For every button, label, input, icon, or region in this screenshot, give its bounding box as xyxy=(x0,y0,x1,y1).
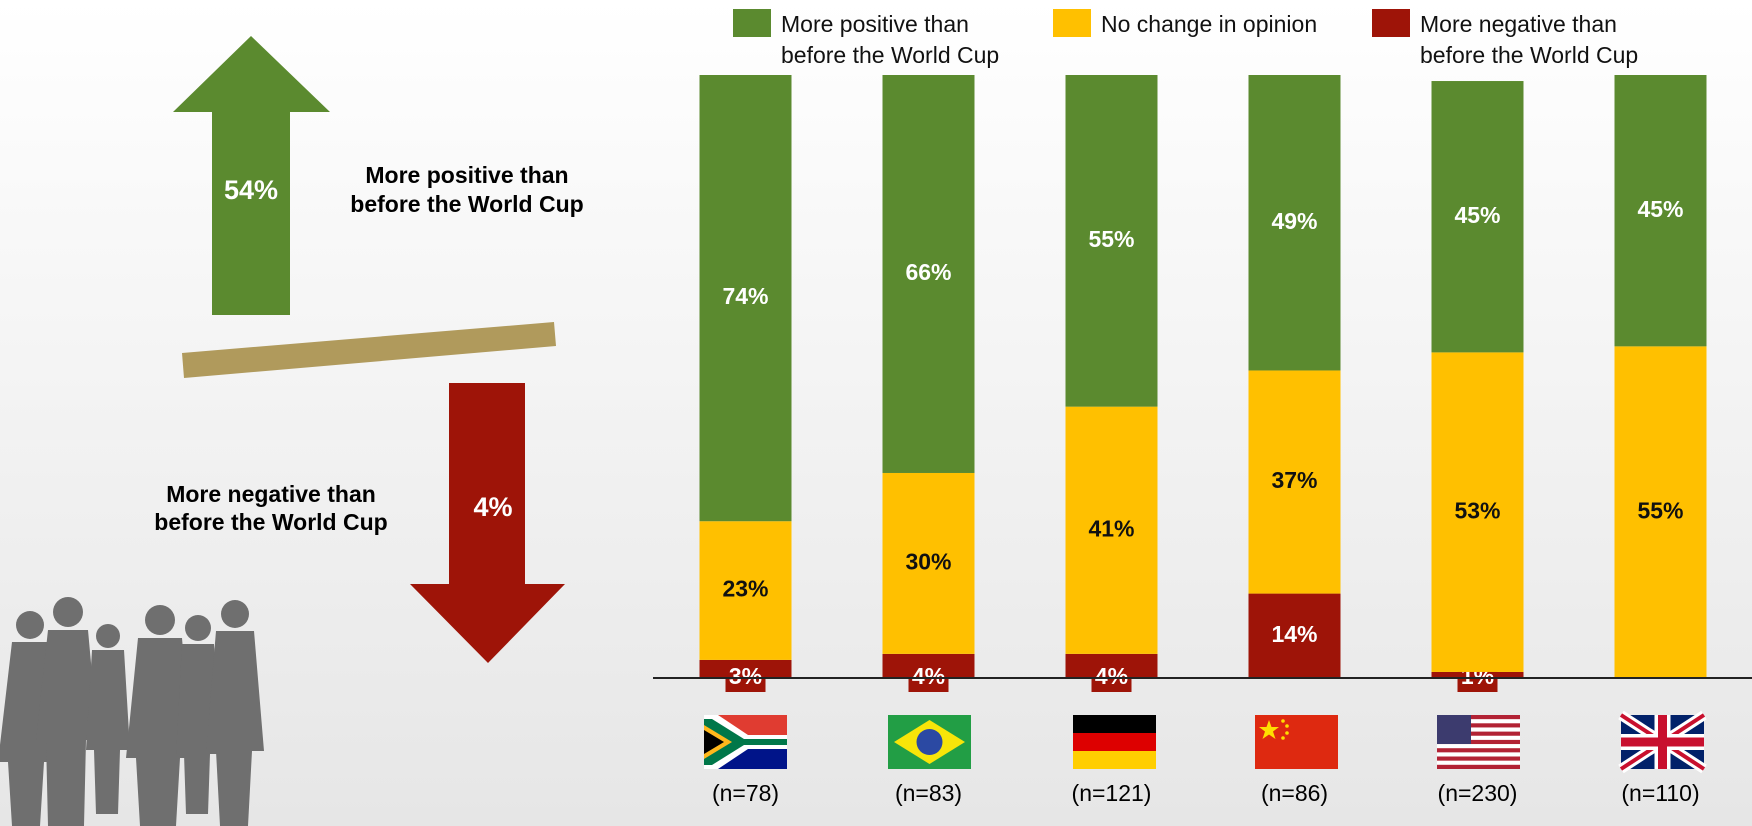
bar-segment xyxy=(1431,352,1524,672)
bar-segment xyxy=(1248,593,1341,678)
legend-item: More negative than before the World Cup xyxy=(1372,9,1672,71)
flag-usa xyxy=(1437,715,1520,769)
flag-south-africa xyxy=(704,715,787,769)
bar-segment xyxy=(882,472,975,654)
bar-segment xyxy=(1065,406,1158,654)
value-label: 41% xyxy=(1088,515,1134,541)
value-label: 49% xyxy=(1271,208,1317,234)
legend-swatch xyxy=(1053,9,1091,37)
value-label: 3% xyxy=(729,663,762,689)
legend-item: More positive than before the World Cup xyxy=(733,9,1033,71)
value-label: 45% xyxy=(1454,202,1500,228)
legend-label: More positive than before the World Cup xyxy=(781,11,1000,68)
positive-text: More positive than xyxy=(365,162,568,188)
flag-uk xyxy=(1618,710,1707,774)
negative-value: 4% xyxy=(473,492,512,522)
positive-value: 54% xyxy=(224,175,278,205)
value-label: 23% xyxy=(722,576,768,602)
bar-segment xyxy=(699,521,792,660)
legend-label: No change in opinion xyxy=(1101,11,1318,37)
value-label: 55% xyxy=(1088,226,1134,252)
flag-germany xyxy=(1073,715,1156,769)
negative-text: before the World Cup xyxy=(154,509,387,535)
x-tick-label: (n=86) xyxy=(1261,780,1328,806)
value-label: 53% xyxy=(1454,497,1500,523)
flag-brazil xyxy=(888,715,971,769)
legend-item: No change in opinion xyxy=(1053,9,1353,40)
bar-segment xyxy=(1065,75,1158,407)
legend-swatch xyxy=(1372,9,1410,37)
value-label: 55% xyxy=(1637,497,1683,523)
bar-segment xyxy=(882,75,975,473)
positive-text: before the World Cup xyxy=(350,191,583,217)
bar-segment xyxy=(1614,75,1707,347)
value-label: 37% xyxy=(1271,467,1317,493)
x-tick-label: (n=78) xyxy=(712,780,779,806)
bar-segment xyxy=(1614,346,1707,678)
flag-china xyxy=(1255,715,1338,769)
value-label: 14% xyxy=(1271,621,1317,647)
bar-segment xyxy=(1248,75,1341,371)
negative-text: More negative than xyxy=(166,481,376,507)
value-label: 45% xyxy=(1637,196,1683,222)
bar-segment xyxy=(699,75,792,522)
up-arrow xyxy=(173,36,330,315)
people-silhouette xyxy=(0,597,264,826)
bar-segment xyxy=(1248,370,1341,594)
value-label: 66% xyxy=(905,259,951,285)
x-tick-label: (n=230) xyxy=(1438,780,1518,806)
down-arrow xyxy=(410,383,565,663)
value-label: 4% xyxy=(912,663,945,689)
legend-label: More negative than before the World Cup xyxy=(1420,11,1639,68)
value-label: 4% xyxy=(1095,663,1128,689)
value-label: 30% xyxy=(905,549,951,575)
x-tick-label: (n=121) xyxy=(1072,780,1152,806)
bar-segment xyxy=(1431,81,1524,353)
value-label: 74% xyxy=(722,283,768,309)
x-tick-label: (n=110) xyxy=(1621,780,1699,806)
plank xyxy=(182,322,556,378)
x-tick-label: (n=83) xyxy=(895,780,962,806)
legend-swatch xyxy=(733,9,771,37)
